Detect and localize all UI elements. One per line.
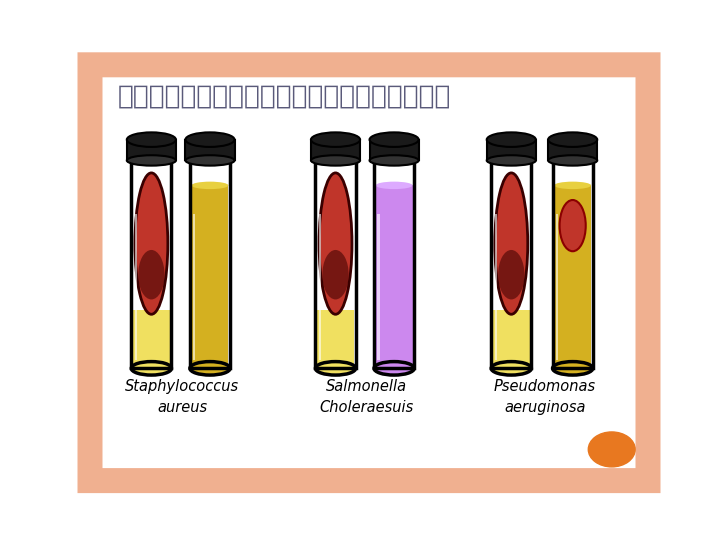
Ellipse shape — [317, 362, 354, 375]
Bar — [190, 160, 230, 368]
Bar — [315, 160, 356, 368]
Ellipse shape — [554, 362, 591, 375]
Ellipse shape — [491, 362, 531, 375]
Ellipse shape — [135, 173, 168, 314]
Bar — [556, 214, 558, 360]
Bar — [186, 140, 235, 160]
Bar — [135, 214, 137, 360]
Text: Salmonella: Salmonella — [325, 379, 407, 394]
Ellipse shape — [319, 173, 352, 314]
Ellipse shape — [487, 132, 536, 147]
Ellipse shape — [192, 181, 228, 189]
Bar — [491, 160, 531, 368]
Bar — [487, 140, 536, 160]
Ellipse shape — [131, 362, 171, 375]
Bar — [315, 160, 356, 368]
Ellipse shape — [323, 250, 348, 300]
Ellipse shape — [190, 362, 230, 375]
Ellipse shape — [311, 155, 360, 166]
Text: Pseudomonas: Pseudomonas — [494, 379, 596, 394]
Bar — [495, 214, 497, 360]
Bar — [552, 160, 593, 368]
Bar — [311, 140, 360, 160]
Text: aeruginosa: aeruginosa — [504, 400, 585, 415]
Ellipse shape — [127, 155, 176, 166]
Bar — [317, 310, 354, 368]
Ellipse shape — [186, 132, 235, 147]
Bar — [190, 160, 230, 368]
Bar — [491, 160, 531, 368]
Ellipse shape — [369, 132, 418, 147]
Ellipse shape — [138, 250, 165, 300]
Bar — [493, 310, 530, 368]
Ellipse shape — [493, 362, 530, 375]
Ellipse shape — [311, 132, 360, 147]
Bar — [374, 160, 414, 368]
Ellipse shape — [487, 155, 536, 166]
Bar — [193, 214, 195, 360]
Bar — [131, 160, 171, 368]
Ellipse shape — [559, 200, 586, 251]
Text: Staphylococcus: Staphylococcus — [125, 379, 239, 394]
Ellipse shape — [554, 181, 591, 189]
Text: aureus: aureus — [157, 400, 207, 415]
Bar — [548, 140, 597, 160]
Ellipse shape — [552, 362, 593, 375]
Bar — [127, 140, 176, 160]
Ellipse shape — [376, 362, 413, 375]
Bar — [319, 214, 321, 360]
Ellipse shape — [548, 132, 597, 147]
Ellipse shape — [374, 362, 414, 375]
Bar — [374, 160, 414, 368]
Ellipse shape — [498, 250, 524, 300]
Ellipse shape — [376, 181, 413, 189]
Bar — [377, 214, 379, 360]
Bar — [133, 310, 170, 368]
Text: Choleraesuis: Choleraesuis — [319, 400, 413, 415]
Ellipse shape — [192, 362, 228, 375]
Bar — [376, 185, 413, 368]
Ellipse shape — [127, 132, 176, 147]
Bar — [131, 160, 171, 368]
Text: การอานผลทดสอบทางชวเคม: การอานผลทดสอบทางชวเคม — [118, 84, 451, 110]
Ellipse shape — [548, 155, 597, 166]
Ellipse shape — [186, 155, 235, 166]
Bar — [552, 160, 593, 368]
Ellipse shape — [133, 362, 170, 375]
Ellipse shape — [369, 155, 418, 166]
Bar — [192, 185, 228, 368]
Ellipse shape — [315, 362, 356, 375]
Circle shape — [588, 432, 635, 467]
Ellipse shape — [495, 173, 528, 314]
Bar — [369, 140, 418, 160]
Bar — [554, 185, 591, 368]
